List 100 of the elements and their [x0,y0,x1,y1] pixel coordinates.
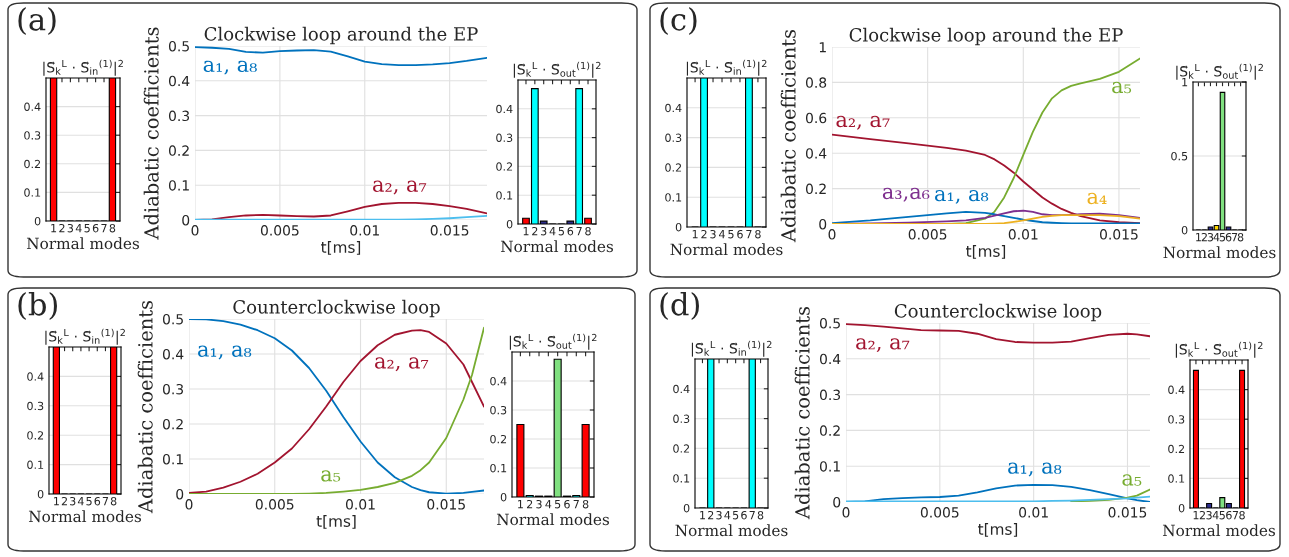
y-tick-label: 0.5 [168,40,189,52]
x-axis-title: t[ms] [978,523,1018,537]
x-tick-label: 7 [573,500,579,509]
y-tick-label: 0.3 [162,383,184,395]
x-tick-label: 0.005 [255,499,294,510]
y-tick-label: 0.3 [24,131,41,140]
series-label: a₅ [1122,474,1142,486]
y-tick-label: 0.3 [496,133,513,142]
text: (b) [18,292,57,320]
x-tick-label: 2 [1201,232,1207,242]
x-tick-label: 0 [842,507,850,518]
chart-title: |S⃗$_{k}$$^{L}$ · S⃗$_{in}$$^{(1)}$|$^{2}$ [691,340,772,357]
y-tick-label: 0.2 [673,444,690,453]
y-tick-label: 0.4 [162,348,184,360]
y-tick-label: 0.2 [819,425,840,436]
x-tick-label: 7 [576,227,582,236]
x-tick-label: 6 [92,223,99,233]
x-tick-label: 5 [1219,511,1225,520]
y-tick-label: 0.5 [1171,151,1188,161]
x-tick-label: 6 [737,229,743,239]
x-tick-label: 5 [728,230,734,239]
x-tick-label: 4 [1212,511,1219,520]
y-tick-label: 0.1 [27,460,44,469]
y-tick-label: 0.4 [24,102,41,111]
x-tick-label: 2 [59,223,65,233]
series-label: a₁, a₈ [935,189,989,204]
x-tick-label: 5 [554,500,561,509]
y-tick-label: 0.4 [819,353,841,365]
chart-title: |S⃗$_{k}$$^{L}$ · S⃗$_{in}$$^{(1)}$|$^{2}$ [45,328,125,345]
y-tick-label: 0.3 [673,414,690,423]
series-label: a₂, a₇ [856,338,910,353]
x-axis-title: Normal modes [670,243,783,256]
x-axis-title: Normal modes [500,240,613,253]
chart-title: |S⃗$_{k}$$^{L}$ · S⃗$_{out}$$^{(1)}$|$^{2}$ [509,333,597,350]
y-tick-label: 0.1 [490,463,507,473]
x-tick-label: 0.015 [1108,507,1147,518]
series-label: a₃,a₆ [882,187,930,202]
y-tick-label: 0.4 [673,384,690,394]
chart-title: |S⃗$_{k}$$^{L}$ · S⃗$_{in}$$^{(1)}$|$^{2}$ [43,59,123,76]
x-tick-label: 1 [518,500,523,509]
x-tick-label: 4 [724,511,731,520]
x-tick-label: 0.01 [1008,229,1038,240]
x-axis-title: t[ms] [316,515,356,529]
x-tick-label: 8 [109,223,116,233]
x-axis-title: Normal modes [496,513,609,526]
x-tick-label: 1 [1193,511,1199,520]
series-label: a₅ [321,470,341,482]
x-axis-title: Normal modes [1162,524,1275,537]
y-tick-label: 0.4 [168,75,190,87]
y-tick-label: 0.4 [805,148,827,159]
y-axis-title: Adiabatic coefficients [143,27,159,240]
x-tick-label: 1 [692,230,698,239]
y-tick-label: 0.5 [819,317,840,329]
x-tick-label: 4 [75,224,82,233]
x-tick-label: 5 [732,511,739,520]
y-tick-label: 0.3 [490,405,507,415]
x-tick-label: 1 [700,511,705,520]
chart-title: Clockwise loop around the EP [204,26,478,45]
x-tick-label: 3 [710,229,716,239]
x-tick-label: 6 [1226,510,1232,520]
y-tick-label: 0.3 [168,110,190,122]
x-tick-label: 5 [558,227,564,236]
y-tick-label: 0.1 [1168,474,1185,483]
series-label: a₂, a₇ [836,115,890,130]
x-tick-label: 8 [757,510,764,520]
x-tick-label: 2 [1199,510,1205,520]
x-tick-label: 6 [741,510,747,520]
x-tick-label: 3 [716,510,722,520]
y-tick-label: 0.1 [496,191,513,200]
x-tick-label: 2 [61,496,67,506]
x-tick-label: 4 [549,227,556,236]
y-axis-title: Adiabatic coefficients [780,29,796,243]
x-tick-label: 0.005 [920,507,959,518]
y-tick-label: 0.1 [168,180,189,191]
y-tick-label: 0.2 [805,183,826,195]
y-tick-label: 1 [819,42,826,53]
text: (c) [660,7,697,35]
x-tick-label: 8 [1237,232,1244,242]
y-tick-label: 0.2 [168,145,189,156]
x-tick-label: 0.015 [430,225,469,236]
x-tick-label: 8 [585,226,591,236]
x-tick-label: 0.01 [1019,507,1048,518]
x-tick-label: 0.01 [350,225,379,236]
x-tick-label: 6 [567,226,574,236]
x-tick-label: 0.015 [427,499,465,510]
y-tick-label: 0 [34,216,41,226]
chart-title: Clockwise loop around the EP [849,27,1123,46]
x-tick-label: 8 [110,496,117,506]
y-tick-label: 0.1 [819,461,840,472]
x-tick-label: 6 [1225,232,1232,242]
x-tick-label: 5 [84,224,90,233]
x-tick-label: 3 [1206,510,1212,520]
y-tick-label: 0.4 [27,372,44,381]
x-tick-label: 2 [526,499,533,509]
x-tick-label: 8 [1239,510,1245,520]
x-tick-label: 2 [701,229,707,239]
y-tick-label: 0.6 [805,112,827,124]
series-label: a₁, a₈ [203,60,257,75]
text: (a) [18,7,56,35]
y-tick-label: 0.3 [1168,415,1185,424]
